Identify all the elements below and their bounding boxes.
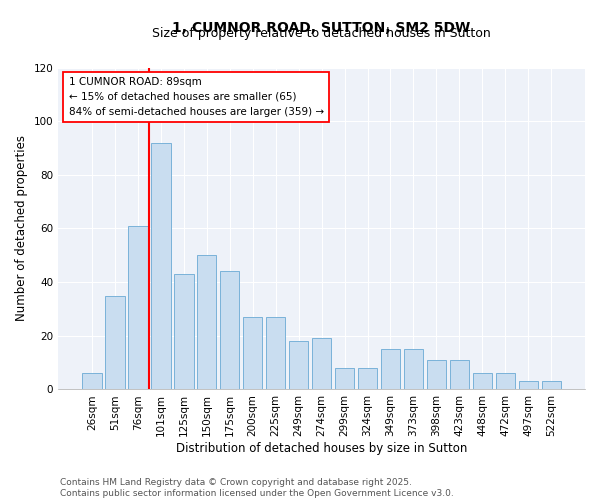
Text: 1, CUMNOR ROAD, SUTTON, SM2 5DW: 1, CUMNOR ROAD, SUTTON, SM2 5DW: [172, 22, 471, 36]
Bar: [243, 317, 262, 390]
Bar: [220, 272, 239, 390]
Bar: [427, 360, 446, 390]
X-axis label: Distribution of detached houses by size in Sutton: Distribution of detached houses by size …: [176, 442, 467, 455]
Y-axis label: Number of detached properties: Number of detached properties: [15, 136, 28, 322]
Bar: [381, 349, 400, 390]
Bar: [266, 317, 286, 390]
Bar: [105, 296, 125, 390]
Bar: [404, 349, 423, 390]
Title: Size of property relative to detached houses in Sutton: Size of property relative to detached ho…: [152, 27, 491, 40]
Bar: [449, 360, 469, 390]
Text: 1 CUMNOR ROAD: 89sqm
← 15% of detached houses are smaller (65)
84% of semi-detac: 1 CUMNOR ROAD: 89sqm ← 15% of detached h…: [69, 77, 324, 117]
Bar: [174, 274, 194, 390]
Text: Contains HM Land Registry data © Crown copyright and database right 2025.
Contai: Contains HM Land Registry data © Crown c…: [60, 478, 454, 498]
Bar: [518, 382, 538, 390]
Bar: [128, 226, 148, 390]
Bar: [335, 368, 355, 390]
Bar: [197, 256, 217, 390]
Bar: [151, 142, 170, 390]
Bar: [82, 374, 101, 390]
Bar: [312, 338, 331, 390]
Bar: [496, 374, 515, 390]
Bar: [473, 374, 492, 390]
Bar: [289, 341, 308, 390]
Bar: [358, 368, 377, 390]
Bar: [542, 382, 561, 390]
